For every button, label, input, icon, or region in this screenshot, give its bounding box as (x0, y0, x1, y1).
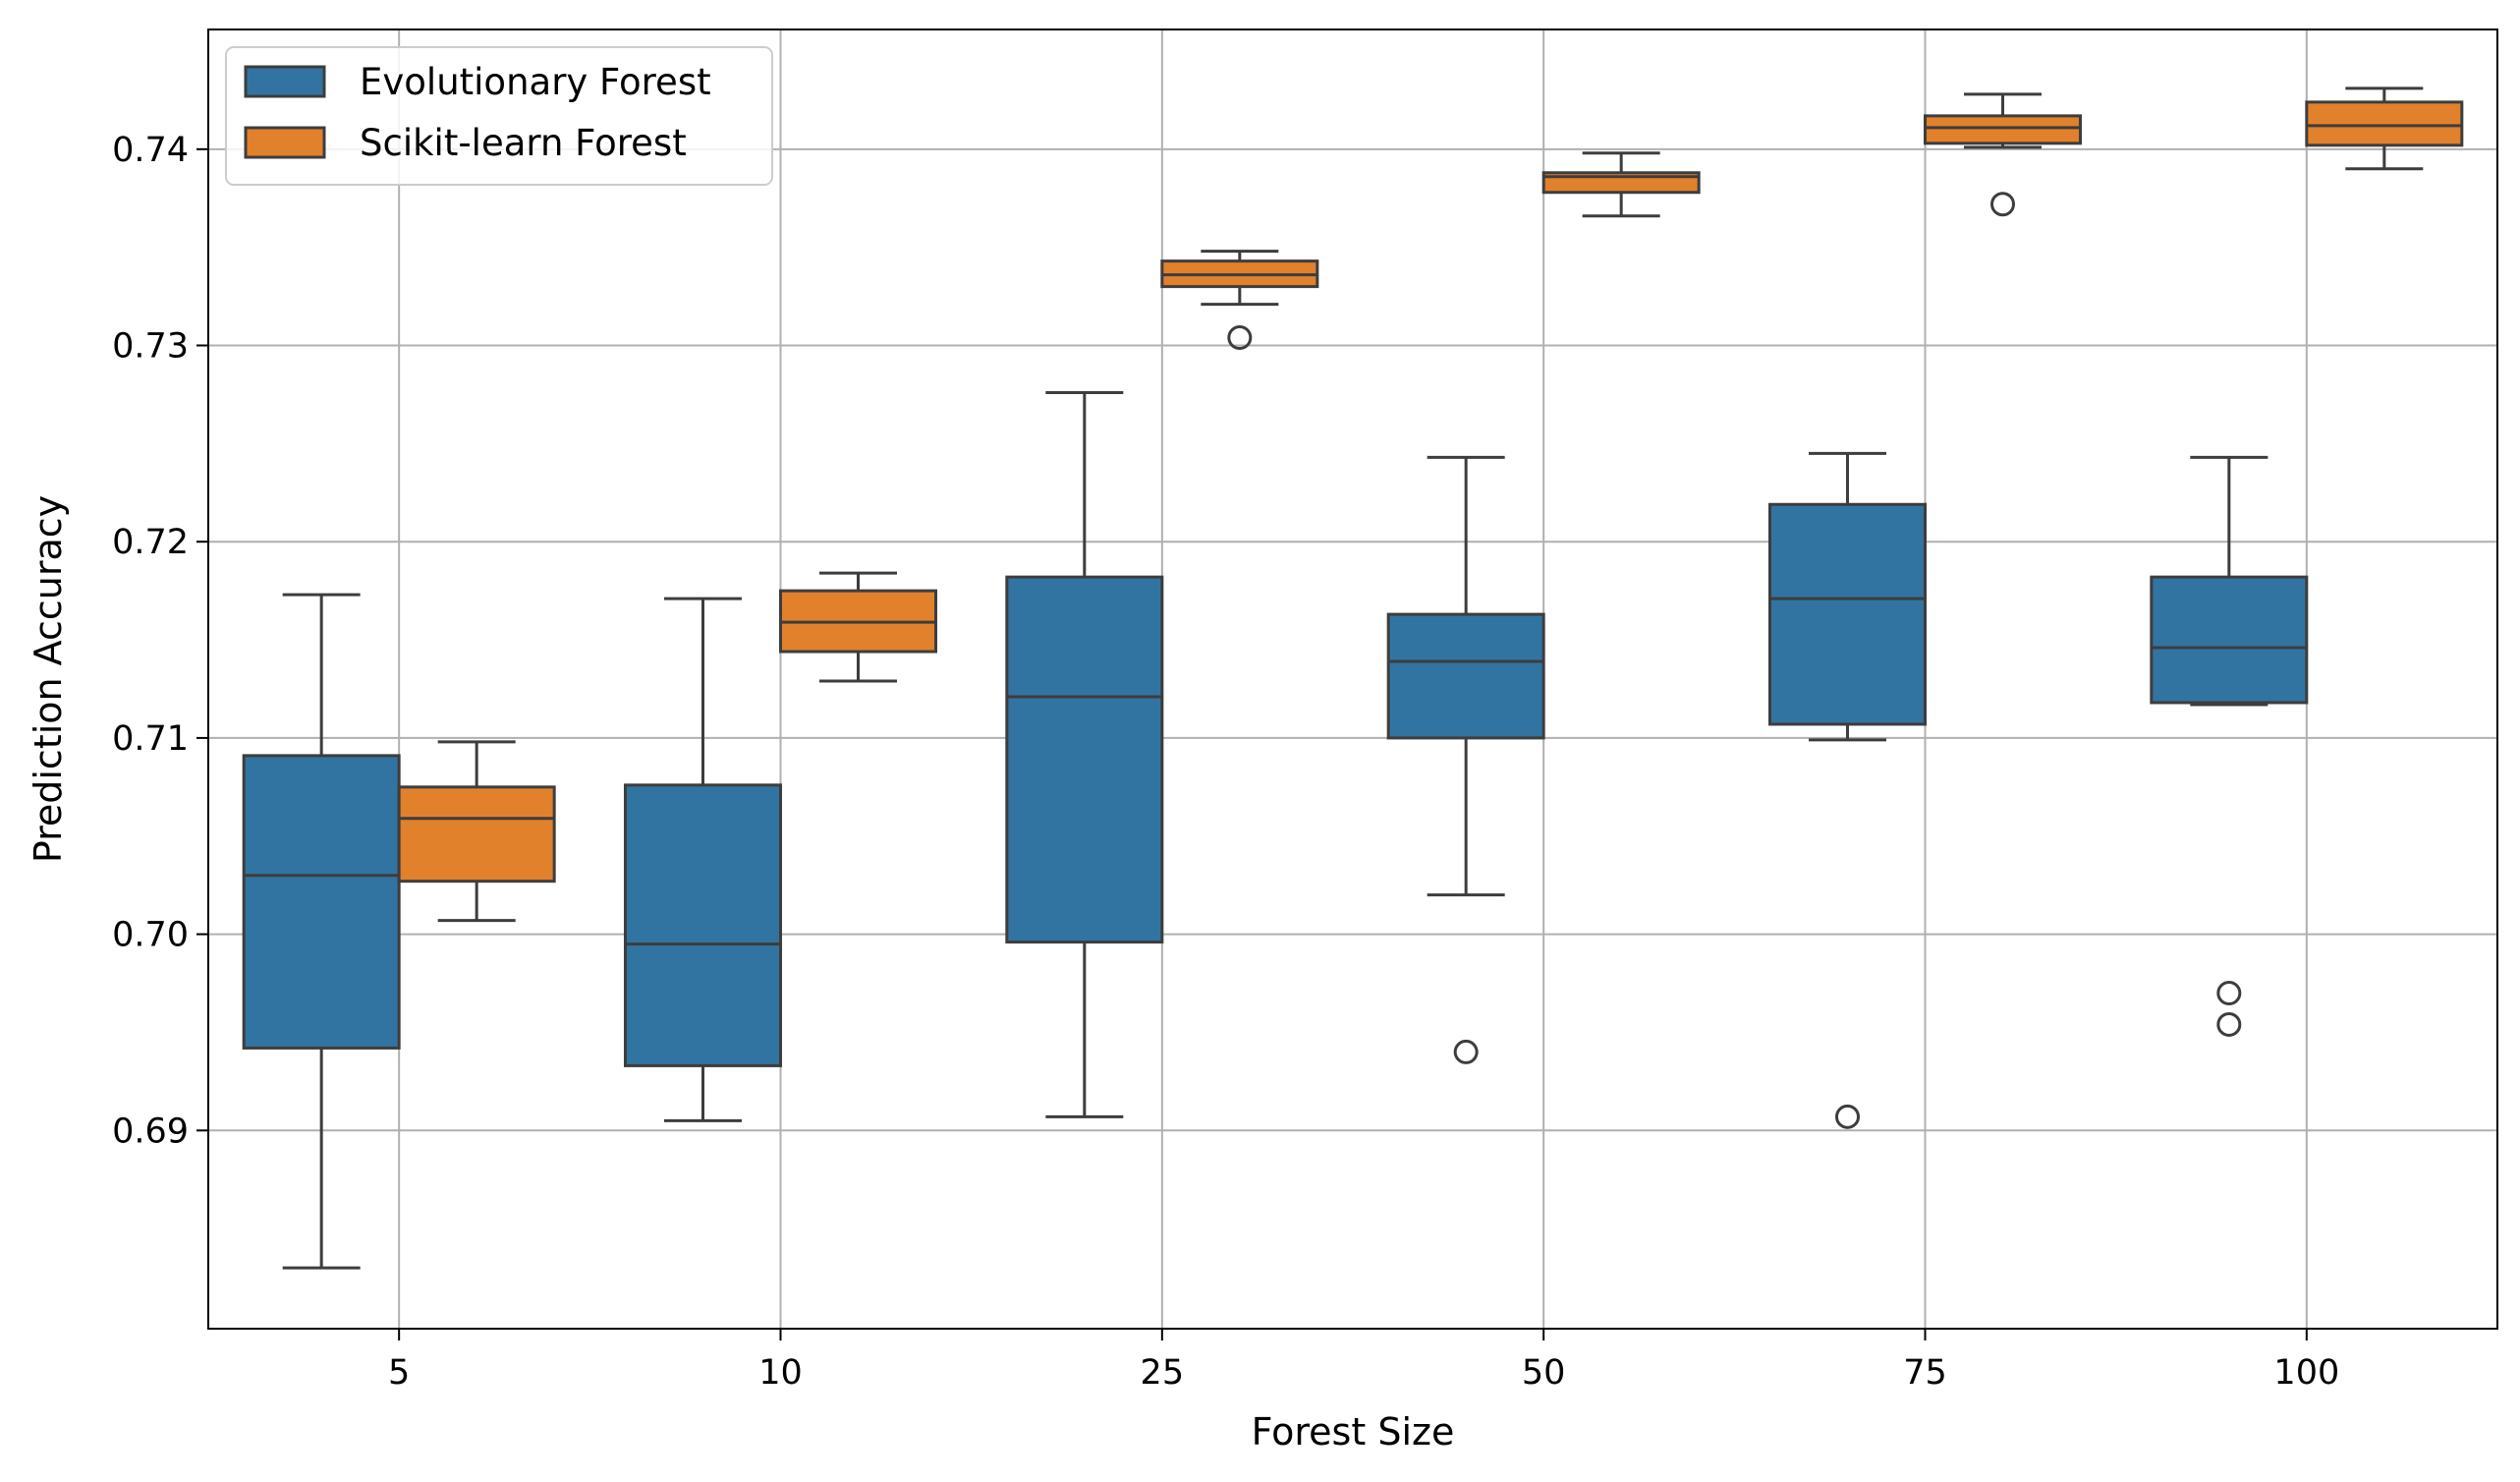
legend-label: Scikit-learn Forest (360, 122, 687, 164)
outlier-point (1990, 192, 2015, 217)
legend-swatch (244, 126, 326, 159)
box-group (242, 593, 401, 1270)
legend-frame (225, 46, 773, 186)
legend-item: Scikit-learn Forest (244, 122, 687, 164)
x-tick-label: 25 (1141, 1353, 1185, 1393)
y-tick-label: 0.74 (112, 131, 189, 170)
box (1386, 612, 1545, 740)
boxes (242, 86, 2464, 1270)
box (397, 785, 556, 884)
outlier-point (2216, 1011, 2242, 1037)
box (1768, 502, 1927, 726)
box-group (1768, 451, 1927, 1129)
outlier-point (1227, 325, 1253, 351)
box-group (1005, 390, 1164, 1118)
box (2150, 575, 2309, 705)
y-tick-label: 0.69 (112, 1112, 189, 1151)
y-tick-label: 0.70 (112, 916, 189, 955)
x-axis-title: Forest Size (1252, 1410, 1455, 1454)
x-tick-label: 10 (758, 1353, 803, 1393)
x-tick-label: 50 (1522, 1353, 1566, 1393)
legend: Evolutionary Forest Scikit-learn Forest (225, 46, 773, 186)
plot-frame (207, 28, 2498, 1330)
box (624, 783, 782, 1067)
box (1924, 114, 2082, 145)
box-group (1160, 250, 1319, 351)
y-tick-label: 0.73 (112, 327, 189, 367)
axis-ticks: 5 10 25 50 75 100 0.69 0.70 0.71 0.72 0.73 0.74 (112, 131, 2339, 1393)
box (2305, 100, 2464, 147)
x-tick-label: 75 (1903, 1353, 1947, 1393)
box-group (779, 571, 937, 683)
box (242, 754, 401, 1050)
y-tick-label: 0.72 (112, 523, 189, 562)
box-group (1924, 92, 2082, 217)
legend-item: Evolutionary Forest (244, 61, 711, 103)
legend-swatch (244, 65, 326, 98)
box-group (2150, 455, 2309, 1037)
y-axis-title: Prediction Accuracy (27, 495, 70, 863)
box (1005, 575, 1164, 944)
y-tick-label: 0.71 (112, 719, 189, 759)
box-group (624, 597, 782, 1122)
box-group (397, 740, 556, 923)
box-group (1541, 151, 1701, 218)
x-tick-label: 5 (388, 1353, 410, 1393)
box-group (2305, 86, 2464, 171)
box-group (1386, 455, 1545, 1064)
x-tick-label: 100 (2273, 1353, 2339, 1393)
legend-label: Evolutionary Forest (360, 61, 711, 103)
outlier-point (1453, 1039, 1479, 1064)
outlier-point (2216, 981, 2242, 1006)
outlier-point (1835, 1104, 1860, 1129)
